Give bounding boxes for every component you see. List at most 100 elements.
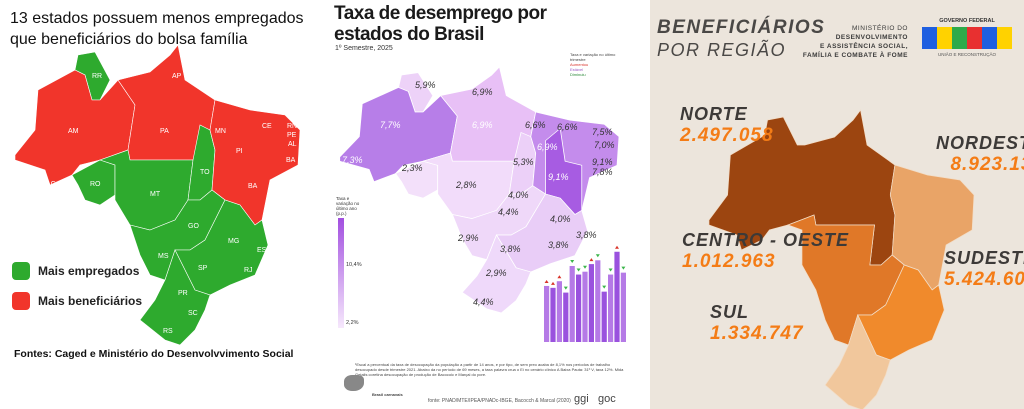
state-label: PA — [160, 128, 169, 135]
bar — [614, 251, 620, 342]
region-label-sul: SUL 1.334.747 — [710, 302, 804, 345]
state-rate-ba: 9,1% — [548, 172, 569, 182]
bar — [601, 291, 607, 342]
trend-legend: Taxa e variação no último trimestre Aume… — [570, 52, 620, 77]
state-rate-ce: 6,6% — [557, 122, 578, 132]
region-label-centro-oeste: CENTRO - OESTE 1.012.963 — [682, 230, 849, 273]
region-name: SUDESTE — [944, 248, 1024, 268]
ggi-logo: ggi — [574, 393, 589, 405]
source-note: Fontes: Caged e Ministério do Desenvolvv… — [14, 348, 294, 360]
state-rate-sc: 2,9% — [485, 268, 507, 278]
employment-vs-beneficiaries-panel: 13 estados possuem menos empregados que … — [0, 0, 330, 409]
state-label: TO — [200, 169, 210, 176]
brazil-silhouette-icon — [344, 375, 364, 391]
state-label: MS — [158, 253, 169, 260]
panel1-title: 13 estados possuem menos empregados que … — [10, 8, 304, 50]
title-line: 13 estados possuem menos empregados — [10, 10, 304, 27]
state-label: SP — [198, 265, 208, 272]
state-label: PE — [287, 132, 297, 139]
state-rate-pr: 4,4% — [473, 297, 494, 307]
source-note: fonte: PNAD/MTE/IPEA/PNADc-IBGE, Bacocch… — [428, 398, 571, 404]
brasil-logo-blocks — [922, 27, 1012, 49]
region-label-nordeste: NORDESTE 8.923.138 — [936, 133, 1024, 176]
state-label: RO — [90, 181, 101, 188]
trend-down-icon — [570, 260, 575, 263]
brazil-map-regions — [708, 109, 975, 409]
scale-title: Taxa e variação no último ano (p.p.) — [336, 196, 360, 216]
footnote-credit: Brasil carnavais — [372, 392, 403, 397]
state-label: AL — [288, 141, 297, 148]
legend-label: Mais empregados — [38, 264, 140, 278]
trend-down-icon — [583, 265, 587, 269]
state-label: MT — [150, 191, 161, 198]
state-rate-ma: 6,6% — [525, 120, 546, 130]
region-value: 1.334.747 — [710, 323, 804, 344]
state-label: MG — [228, 238, 239, 245]
region-value: 2.497.058 — [680, 125, 774, 146]
unemployment-rate-panel: Taxa de desemprego por estados do Brasil… — [330, 0, 642, 409]
state-rate-ac: 7,3% — [342, 155, 363, 165]
gov-federal-logo: GOVERNO FEDERAL UNIÃO E RECONSTRUÇÃO — [922, 18, 1012, 57]
state-rate-go: 4,4% — [498, 207, 519, 217]
goc-logo: goc — [598, 393, 616, 405]
trend-legend-stable: Estável — [570, 67, 584, 72]
legend-more-employed: Mais empregados — [12, 262, 139, 280]
bar — [569, 266, 575, 342]
state-label: SC — [188, 310, 198, 317]
legend-more-beneficiaries: Mais beneficiários — [12, 292, 142, 310]
state-rate-df: 4,0% — [508, 190, 529, 200]
state-label: RS — [163, 328, 173, 335]
panel3-title: BENEFICIÁRIOS POR REGIÃO — [657, 17, 825, 61]
state-label: RJ — [244, 267, 253, 274]
trend-down-icon — [602, 285, 607, 289]
region-value: 5.424.601 — [944, 269, 1024, 290]
state-label: GO — [188, 223, 199, 230]
trend-legend-title: Taxa e variação no último trimestre — [570, 52, 616, 62]
state-rate-ro: 2,3% — [401, 163, 423, 173]
state-rate-pe: 7,0% — [594, 140, 615, 150]
region-name: CENTRO - OESTE — [682, 230, 850, 250]
scale-min-label: 2,2% — [346, 320, 359, 326]
state-rate-al: 7,8% — [592, 167, 613, 177]
region-sul — [824, 313, 891, 409]
state-rate-am: 7,7% — [380, 120, 401, 130]
bar — [576, 274, 582, 342]
legend-swatch-red — [12, 292, 30, 310]
scale-max-label: 10,4% — [346, 262, 362, 268]
gov-bottom-text: UNIÃO E RECONSTRUÇÃO — [937, 52, 996, 57]
trend-down-icon — [595, 254, 600, 258]
state-label: BA — [248, 183, 258, 190]
bar — [550, 287, 556, 342]
state-label: MN — [215, 128, 226, 135]
state-label: PI — [236, 148, 243, 155]
state-rate-ms: 2,9% — [457, 233, 479, 243]
title-line: estados do Brasil — [334, 24, 484, 45]
bar — [608, 274, 614, 342]
trend-down-icon — [576, 268, 581, 272]
region-label-norte: NORTE 2.497.058 — [680, 104, 774, 147]
state-label: CE — [262, 123, 272, 130]
brazil-map-unemployment: 5,9% 6,9% 7,7% 6,9% 6,6% 6,9% 6,6% 7,5% 7,0% 9,1%… — [338, 66, 626, 342]
ministry-line: E ASSISTÊNCIA SOCIAL, — [819, 43, 908, 50]
state-label: RR — [92, 73, 102, 80]
trend-up-icon — [615, 245, 619, 249]
state-rate-ap: 6,9% — [472, 87, 493, 97]
region-name: SUL — [710, 302, 749, 322]
title-line: POR REGIÃO — [657, 40, 787, 60]
state-label: ES — [257, 247, 267, 254]
title-line: Taxa de desemprego por — [334, 3, 547, 24]
state-rate-sp: 3,8% — [500, 244, 521, 254]
state-rate-pb: 9,1% — [592, 157, 613, 167]
bar — [544, 285, 550, 342]
trend-up-icon — [589, 258, 594, 262]
bar — [588, 264, 594, 342]
state-rate-to: 5,3% — [513, 157, 534, 167]
subtitle: 1º Semestre, 2025 — [335, 45, 393, 52]
region-value: 8.923.138 — [950, 154, 1024, 175]
state-label: AP — [172, 73, 182, 80]
footnote: ¹Escal a percentual da taxa de desocupaç… — [355, 362, 624, 377]
state-rate-rj: 3,8% — [548, 240, 569, 250]
ministry-line: MINISTÉRIO DO — [852, 25, 908, 32]
mini-bar-chart — [544, 245, 626, 342]
bar — [620, 272, 626, 342]
